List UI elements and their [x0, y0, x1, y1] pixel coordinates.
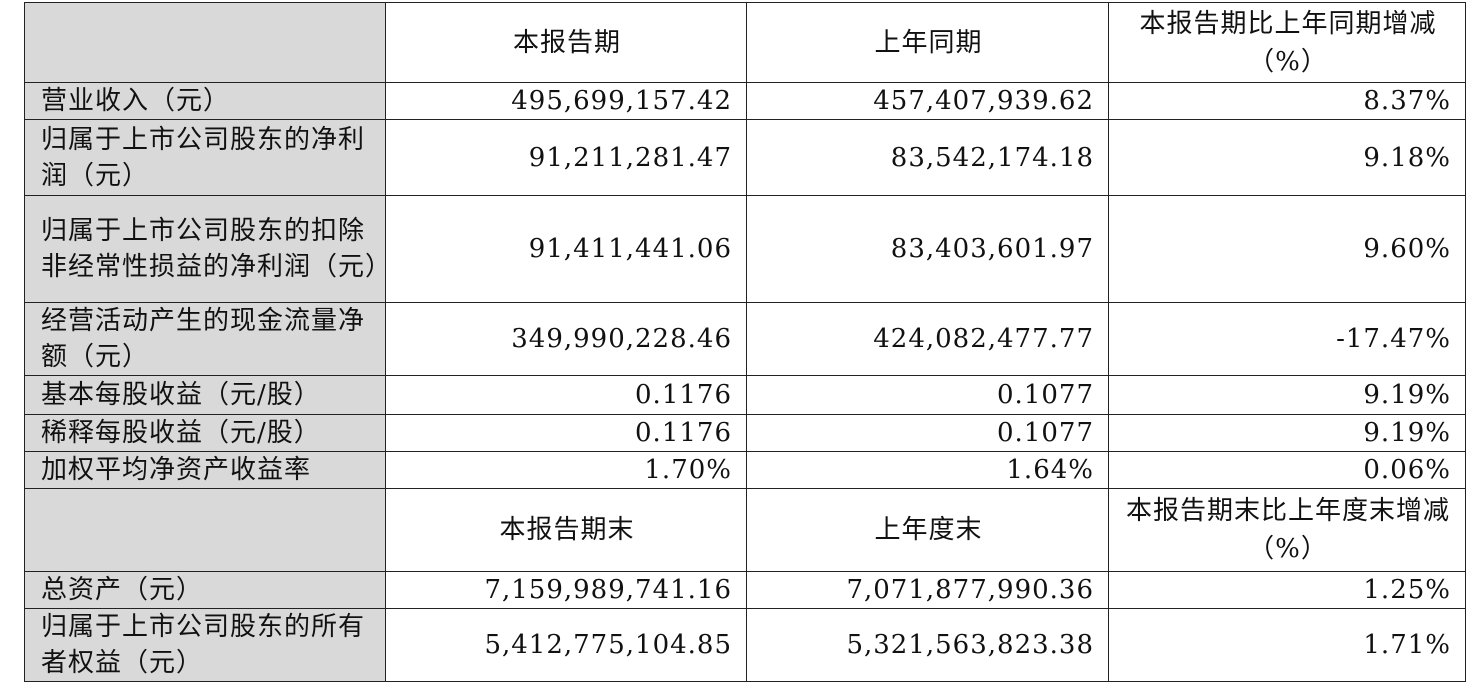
value-cell: 9.60%: [1108, 195, 1466, 303]
value-cell: 83,403,601.97: [746, 195, 1109, 303]
value-cell: 1.25%: [1108, 571, 1466, 609]
value-cell: 424,082,477.77: [746, 302, 1109, 376]
data-row: 经营活动产生的现金流量净额（元） 349,990,228.46 424,082,47…: [24, 302, 1466, 376]
value-cell: 0.1176: [385, 375, 747, 415]
header-line: （%）: [1248, 534, 1328, 564]
header-cell: 本报告期末: [385, 488, 747, 572]
value-cell: 1.64%: [746, 451, 1109, 489]
value-cell: 5,412,775,104.85: [385, 608, 747, 682]
value-cell: 0.1077: [746, 375, 1109, 415]
value-cell: 9.19%: [1108, 414, 1466, 452]
row-label: 经营活动产生的现金流量净额（元）: [24, 302, 386, 376]
row-label: 稀释每股收益（元/股）: [24, 414, 386, 452]
value-cell: 349,990,228.46: [385, 302, 747, 376]
value-cell: 0.06%: [1108, 451, 1466, 489]
value-cell: 5,321,563,823.38: [746, 608, 1109, 682]
data-row: 归属于上市公司股东的扣除非经常性损益的净利润（元） 91,411,441.06 83…: [24, 195, 1466, 303]
header-line: 本报告期比上年同期增减: [1139, 8, 1437, 39]
value-cell: 1.70%: [385, 451, 747, 489]
table-body: 本报告期 上年同期 本报告期比上年同期增减 （%） 营业收入（元） 495,699,157…: [24, 2, 1466, 682]
row-label: 归属于上市公司股东的净利润（元）: [24, 119, 386, 196]
row-label: 总资产（元）: [24, 571, 386, 609]
header-cell: 上年同期: [746, 2, 1109, 83]
data-row: 总资产（元） 7,159,989,741.16 7,071,877,990.36 1.…: [24, 571, 1466, 609]
data-row: 基本每股收益（元/股） 0.1176 0.1077 9.19%: [24, 375, 1466, 415]
header-row: 本报告期 上年同期 本报告期比上年同期增减 （%）: [24, 2, 1466, 83]
header-row: 本报告期末 上年度末 本报告期末比上年度末增减 （%）: [24, 488, 1466, 572]
value-cell: 1.71%: [1108, 608, 1466, 682]
header-line: 本报告期末比上年度末增减: [1125, 496, 1450, 526]
value-cell: 495,699,157.42: [385, 82, 747, 120]
header-cell: 本报告期: [385, 2, 747, 83]
value-cell: 91,411,441.06: [385, 195, 747, 303]
row-label: 基本每股收益（元/股）: [24, 375, 386, 415]
data-row: 稀释每股收益（元/股） 0.1176 0.1077 9.19%: [24, 414, 1466, 452]
value-cell: 0.1077: [746, 414, 1109, 452]
value-cell: 9.19%: [1108, 375, 1466, 415]
header-line: （%）: [1248, 46, 1328, 77]
header-cell: 本报告期比上年同期增减 （%）: [1108, 2, 1466, 83]
value-cell: 457,407,939.62: [746, 82, 1109, 120]
data-row: 加权平均净资产收益率 1.70% 1.64% 0.06%: [24, 451, 1466, 489]
value-cell: 8.37%: [1108, 82, 1466, 120]
financial-table: 本报告期 上年同期 本报告期比上年同期增减 （%） 营业收入（元） 495,699,157…: [24, 2, 1466, 682]
row-label: 归属于上市公司股东的扣除非经常性损益的净利润（元）: [24, 195, 391, 303]
empty-cell: [24, 2, 386, 83]
data-row: 归属于上市公司股东的净利润（元） 91,211,281.47 83,542,174.…: [24, 119, 1466, 196]
empty-cell: [24, 488, 386, 572]
value-cell: -17.47%: [1108, 302, 1466, 376]
value-cell: 7,071,877,990.36: [746, 571, 1109, 609]
row-label: 加权平均净资产收益率: [24, 451, 386, 489]
value-cell: 83,542,174.18: [746, 119, 1109, 196]
value-cell: 0.1176: [385, 414, 747, 452]
value-cell: 7,159,989,741.16: [385, 571, 747, 609]
row-label: 归属于上市公司股东的所有者权益（元）: [24, 608, 386, 682]
header-cell: 本报告期末比上年度末增减 （%）: [1108, 488, 1466, 572]
data-row: 营业收入（元） 495,699,157.42 457,407,939.62 8.37%: [24, 82, 1466, 120]
value-cell: 91,211,281.47: [385, 119, 747, 196]
data-row: 归属于上市公司股东的所有者权益（元） 5,412,775,104.85 5,321,…: [24, 608, 1466, 682]
value-cell: 9.18%: [1108, 119, 1466, 196]
header-cell: 上年度末: [746, 488, 1109, 572]
row-label: 营业收入（元）: [24, 82, 386, 120]
